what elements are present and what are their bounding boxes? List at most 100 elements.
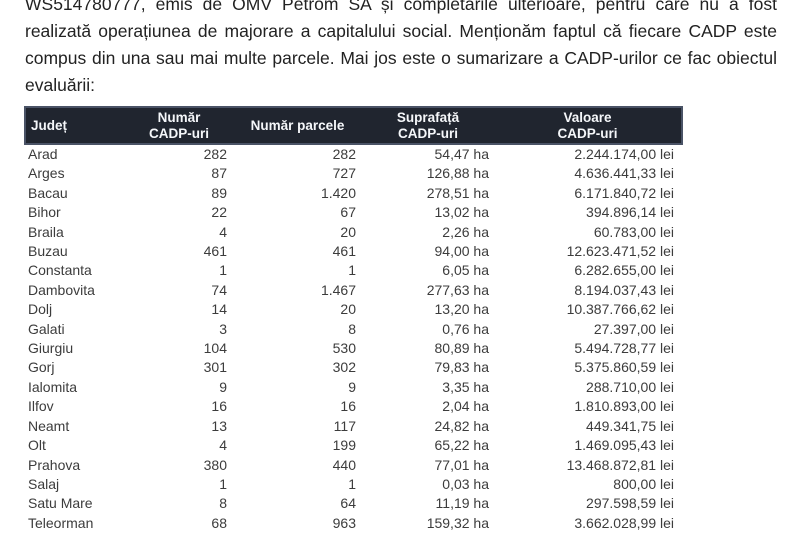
table-row: Galati 3 8 0,76 ha 27.397,00 lei [25,320,682,339]
cell-judet: Olt [28,437,46,454]
cell-valoare: 10.387.766,62 lei [566,301,674,318]
cell-valoare: 1.469.095,43 lei [574,437,674,454]
col-header-suprafata: Suprafață CADP-uri [362,107,494,144]
cell-judet: Dambovita [28,281,95,298]
cell-valoare: 13.468.872,81 lei [566,456,674,473]
cell-valoare: 800,00 lei [613,475,674,492]
cell-cadp-uri: 9 [219,378,227,395]
cell-judet: Teleorman [28,514,94,531]
cell-valoare: 394.896,14 lei [586,204,674,221]
cell-suprafata: 77,01 ha [434,456,490,473]
table-body: Arad 282 282 54,47 ha 2.244.174,00 lei A… [25,144,682,533]
cell-judet: Galati [28,320,65,337]
cell-valoare: 60.783,00 lei [593,223,674,240]
cell-valoare: 4.636.441,33 lei [574,165,674,182]
cell-judet: Satu Mare [28,495,93,512]
cadp-summary-table: Județ Număr CADP-uri Număr parcele Supra… [24,106,683,533]
col-header-valoare: Valoare CADP-uri [494,107,682,144]
cell-valoare: 27.397,00 lei [593,320,674,337]
table-row: Bihor 22 67 13,02 ha 394.896,14 lei [25,203,682,222]
cell-parcele: 302 [332,359,356,376]
cell-suprafata: 6,05 ha [442,262,489,279]
table-row: Gorj 301 302 79,83 ha 5.375.860,59 lei [25,358,682,377]
cell-judet: Arad [28,146,58,162]
cell-cadp-uri: 104 [203,340,227,357]
cell-cadp-uri: 380 [203,456,227,473]
cell-suprafata: 13,02 ha [434,204,490,221]
table-row: Arges 87 727 126,88 ha 4.636.441,33 lei [25,164,682,183]
cell-suprafata: 3,35 ha [442,378,489,395]
cell-parcele: 1 [348,475,356,492]
table-row: Constanta 1 1 6,05 ha 6.282.655,00 lei [25,261,682,280]
cell-valoare: 449.341,75 lei [586,417,674,434]
cell-cadp-uri: 4 [219,223,227,240]
cell-judet: Ilfov [28,398,54,415]
cell-cadp-uri: 1 [219,475,227,492]
cell-parcele: 282 [332,146,356,162]
cell-cadp-uri: 301 [203,359,227,376]
cell-parcele: 963 [332,514,356,531]
cell-cadp-uri: 74 [211,281,227,298]
table-row: Arad 282 282 54,47 ha 2.244.174,00 lei [25,144,682,164]
cell-parcele: 8 [348,320,356,337]
cell-parcele: 20 [340,223,356,240]
cell-suprafata: 79,83 ha [434,359,490,376]
cell-judet: Gorj [28,359,55,376]
cell-suprafata: 159,32 ha [426,514,489,531]
cell-judet: Buzau [28,243,68,260]
cell-parcele: 64 [340,495,356,512]
table-row: Olt 4 199 65,22 ha 1.469.095,43 lei [25,436,682,455]
cell-suprafata: 277,63 ha [426,281,489,298]
table-row: Ilfov 16 16 2,04 ha 1.810.893,00 lei [25,397,682,416]
cell-parcele: 199 [332,437,356,454]
cell-judet: Prahova [28,456,81,473]
cell-parcele: 727 [332,165,356,182]
cell-judet: Constanta [28,262,92,279]
cell-parcele: 67 [340,204,356,221]
cell-suprafata: 0,76 ha [442,320,489,337]
cell-valoare: 6.171.840,72 lei [574,184,674,201]
cell-valoare: 1.810.893,00 lei [574,398,674,415]
cell-parcele: 20 [340,301,356,318]
cell-valoare: 6.282.655,00 lei [574,262,674,279]
cell-cadp-uri: 8 [219,495,227,512]
table-row: Bacau 89 1.420 278,51 ha 6.171.840,72 le… [25,184,682,203]
cell-cadp-uri: 13 [211,417,227,434]
cell-judet: Ialomita [28,378,78,395]
cell-cadp-uri: 22 [211,204,227,221]
cell-parcele: 1.467 [320,281,356,298]
intro-paragraph: WS514780777, emis de OMV Petrom SA și co… [25,0,777,95]
cell-suprafata: 94,00 ha [434,243,490,260]
cell-cadp-uri: 4 [219,437,227,454]
cell-parcele: 1 [348,262,356,279]
table-header: Județ Număr CADP-uri Număr parcele Supra… [25,107,682,144]
table-row: Salaj 1 1 0,03 ha 800,00 lei [25,475,682,494]
cell-suprafata: 80,89 ha [434,340,490,357]
cell-suprafata: 0,03 ha [442,475,489,492]
table-row: Braila 4 20 2,26 ha 60.783,00 lei [25,223,682,242]
cell-suprafata: 2,04 ha [442,398,489,415]
table-row: Giurgiu 104 530 80,89 ha 5.494.728,77 le… [25,339,682,358]
cell-parcele: 9 [348,378,356,395]
table-row: Prahova 380 440 77,01 ha 13.468.872,81 l… [25,456,682,475]
table-row: Dolj 14 20 13,20 ha 10.387.766,62 lei [25,300,682,319]
table-row: Neamt 13 117 24,82 ha 449.341,75 lei [25,417,682,436]
cell-cadp-uri: 68 [211,514,227,531]
cell-cadp-uri: 87 [211,165,227,182]
col-header-judet: Județ [25,107,125,144]
cell-parcele: 461 [332,243,356,260]
table-row: Ialomita 9 9 3,35 ha 288.710,00 lei [25,378,682,397]
cell-parcele: 1.420 [320,184,356,201]
cell-valoare: 297.598,59 lei [586,495,674,512]
cell-parcele: 117 [333,417,356,434]
table-row: Dambovita 74 1.467 277,63 ha 8.194.037,4… [25,281,682,300]
cell-valoare: 288.710,00 lei [586,378,674,395]
cell-suprafata: 278,51 ha [426,184,489,201]
cell-suprafata: 11,19 ha [435,495,489,512]
cell-judet: Bacau [28,184,68,201]
cell-suprafata: 126,88 ha [426,165,489,182]
cell-judet: Dolj [28,301,53,318]
cell-judet: Braila [28,223,64,240]
table-row: Teleorman 68 963 159,32 ha 3.662.028,99 … [25,514,682,533]
